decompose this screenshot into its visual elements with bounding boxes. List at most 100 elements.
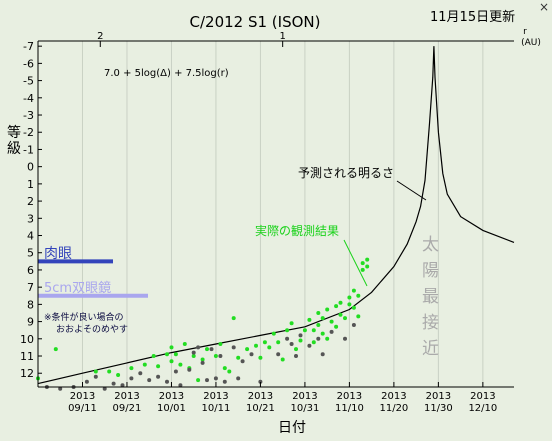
observation-point-gray [102,386,107,391]
y-axis-label: 等 級 [7,124,21,157]
y-tick-label: 11 [20,350,34,363]
observation-point-green [93,369,98,374]
y-tick-label: 1 [27,178,34,191]
observation-point-green [169,359,174,364]
observation-point-green [320,316,325,321]
observation-point-green [151,354,156,358]
observation-point-gray [84,379,89,384]
observation-point-green [343,316,347,321]
axes-layer: 1211109876543210-1-2-3-4-5-6-7201309/112… [20,31,514,414]
y-tick-label: -5 [23,75,34,88]
predicted-curve-layer [37,46,515,385]
observation-point-green [311,340,316,345]
x-tick-year: 2013 [292,391,317,402]
x-tick-label: 09/11 [68,403,97,414]
y-tick-label: 9 [27,316,34,329]
y-tick-label: 8 [27,298,34,311]
x-tick-label: 09/21 [113,403,142,414]
observation-point-gray [209,347,214,352]
observation-point-green [325,336,330,341]
x-tick-year: 2013 [248,391,273,402]
observation-point-green [107,369,112,374]
observation-point-gray [200,360,205,365]
observation-point-green [302,328,307,333]
x-tick-year: 2013 [337,391,362,402]
observation-point-green [231,316,236,321]
observation-point-green [351,305,356,310]
observation-point-green [365,257,370,262]
observation-point-green [365,264,370,269]
observation-point-green [200,357,205,362]
observation-point-green [271,331,276,336]
y-tick-label: 5 [27,247,34,260]
x-tick-year: 2013 [470,391,495,402]
observation-point-gray [178,383,183,388]
x-tick-label: 11/30 [424,403,453,414]
observation-point-green [298,338,303,343]
observation-point-gray [58,386,63,391]
observation-point-green [347,295,352,300]
observation-point-gray [147,378,152,383]
x-tick-label: 10/11 [202,403,231,414]
observation-point-gray [294,354,298,358]
observation-point-green [356,293,361,298]
observation-point-gray [218,354,223,358]
observation-point-gray [285,336,290,341]
close-icon[interactable]: × [538,0,549,14]
grid-layer [81,41,484,387]
observation-point-green [196,378,201,383]
observation-point-gray [329,329,334,334]
observation-point-green [191,354,196,358]
observation-point-gray [213,376,218,381]
y-tick-label: 3 [27,212,34,225]
observation-point-green [360,267,365,272]
observation-point-gray [173,369,178,374]
observation-point-green [338,312,343,317]
observation-point-gray [138,371,143,376]
visibility-bands [38,259,148,298]
observation-point-gray [316,336,321,341]
observation-point-gray [205,378,209,383]
observation-point-gray [307,343,312,348]
observation-point-green [334,304,339,309]
perihelion-char: 近 [422,339,439,359]
top-axis-unit: (AU) [521,38,541,48]
x-tick-year: 2013 [70,391,95,402]
observation-point-green [142,362,147,367]
observation-points [36,257,370,391]
observation-point-green [329,319,334,324]
y-tick-label: -6 [23,57,34,70]
top-axis-tick-label: 2 [97,31,103,42]
observation-point-green [276,340,281,345]
x-tick-label: 11/10 [335,403,364,414]
x-tick-year: 2013 [114,391,139,402]
x-tick-label: 10/31 [291,403,320,414]
observation-point-green [338,300,343,305]
observation-point-gray [93,374,98,379]
x-tick-year: 2013 [381,391,406,402]
observation-point-green [285,328,290,333]
observation-point-gray [165,379,169,384]
formula-label: 7.0 + 5log(Δ) + 7.5log(r) [104,68,229,79]
observation-point-gray [129,376,134,381]
observation-point-green [156,364,161,369]
observation-point-gray [156,374,161,379]
observation-point-gray [231,345,236,350]
update-date-label: 11月15日更新 [430,10,516,25]
observation-point-green [320,331,325,336]
observation-point-green [311,328,316,333]
perihelion-char: 接 [422,313,439,333]
x-tick-label: 10/01 [157,403,186,414]
observation-point-green [116,373,121,377]
y-axis-label-char-2: 級 [7,141,21,157]
observation-point-green [262,340,267,345]
observation-point-green [267,345,272,350]
y-tick-label: 4 [27,230,34,243]
x-tick-year: 2013 [203,391,228,402]
x-tick-label: 10/21 [246,403,275,414]
observation-point-green [356,314,361,319]
top-axis-tick-label: 1 [279,31,285,42]
x-tick-label: 12/10 [468,403,497,414]
